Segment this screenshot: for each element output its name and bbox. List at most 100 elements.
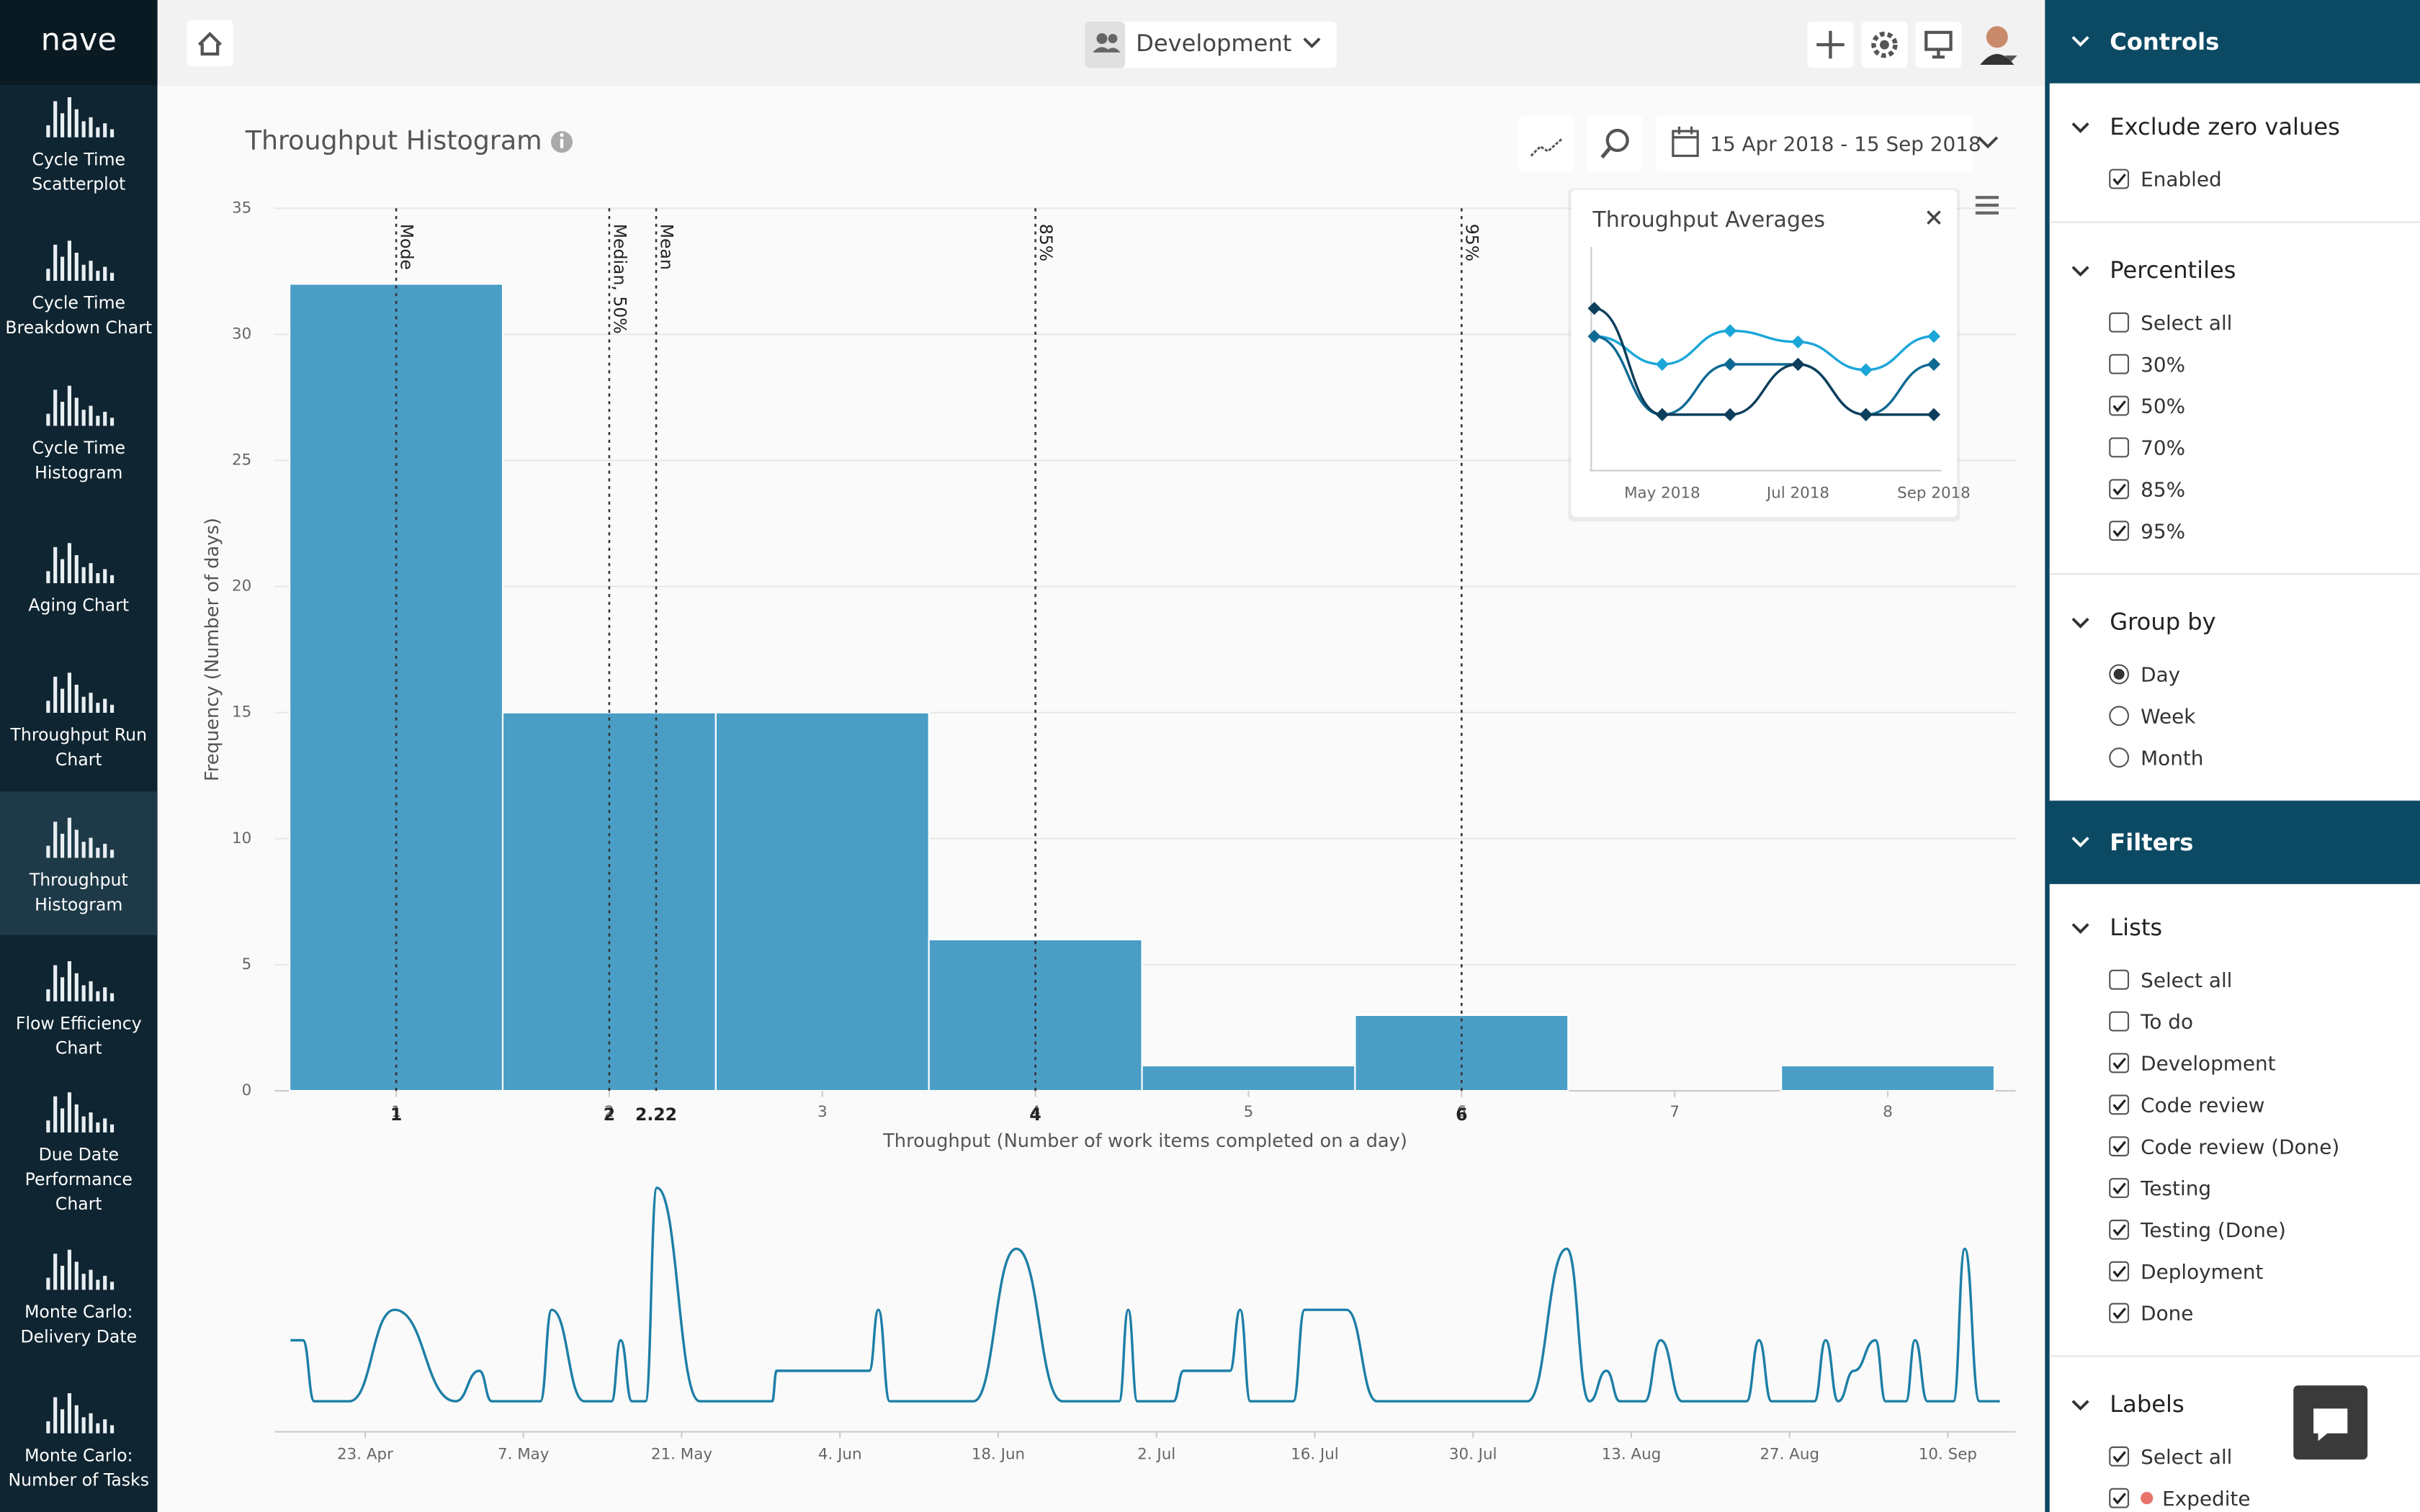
section-title[interactable]: Exclude zero values <box>2110 113 2340 140</box>
radio[interactable] <box>2109 706 2130 726</box>
display-button[interactable] <box>1915 22 1962 68</box>
team-selector[interactable] <box>1085 22 1337 68</box>
nav-label[interactable]: Scatterplot <box>32 174 125 194</box>
section-chevron[interactable] <box>2071 266 2089 277</box>
checkbox[interactable] <box>2109 1178 2130 1198</box>
popup-close[interactable] <box>1927 210 1941 225</box>
checkbox[interactable] <box>2109 1219 2130 1240</box>
date-range-picker[interactable] <box>1656 115 1999 171</box>
checkbox[interactable] <box>2109 969 2130 990</box>
x-tick-label: 7. May <box>498 1446 550 1464</box>
checkbox[interactable] <box>2109 1302 2130 1323</box>
nav-label[interactable]: Number of Tasks <box>9 1470 149 1490</box>
nav-label[interactable]: Throughput <box>29 870 128 890</box>
chart-menu[interactable] <box>1975 196 1999 215</box>
option-label[interactable]: Development <box>2141 1052 2276 1076</box>
brand[interactable]: nave <box>41 22 117 58</box>
checkbox[interactable] <box>2109 1446 2130 1467</box>
nav-label[interactable]: Throughput Run <box>10 725 148 745</box>
nav-label[interactable]: Performance <box>25 1169 133 1189</box>
checkmark <box>2112 174 2126 186</box>
x-tick-label: 27. Aug <box>1760 1446 1819 1464</box>
option-label[interactable]: 85% <box>2141 477 2185 501</box>
info-icon[interactable] <box>551 131 573 153</box>
option-label[interactable]: 95% <box>2141 519 2185 543</box>
checkbox[interactable] <box>2109 1488 2130 1508</box>
section-title[interactable]: Group by <box>2110 608 2215 636</box>
nav-label[interactable]: Monte Carlo: <box>24 1302 133 1322</box>
section-chevron[interactable] <box>2071 122 2089 133</box>
panel-title[interactable]: Filters <box>2110 829 2193 856</box>
checkbox[interactable] <box>2109 354 2130 374</box>
nav-label[interactable]: Monte Carlo: <box>24 1445 133 1465</box>
radio[interactable] <box>2109 747 2130 768</box>
user-avatar[interactable] <box>1980 26 2017 65</box>
checkbox[interactable] <box>2109 1094 2130 1115</box>
checkbox[interactable] <box>2109 437 2130 458</box>
checkbox[interactable] <box>2109 395 2130 416</box>
option-label[interactable]: Day <box>2141 663 2180 687</box>
option-label[interactable]: 70% <box>2141 436 2185 460</box>
trend-button[interactable] <box>1518 115 1574 171</box>
option-label[interactable]: 50% <box>2141 395 2185 418</box>
section-title[interactable]: Percentiles <box>2110 256 2236 284</box>
settings-button[interactable] <box>1861 22 1908 68</box>
nav-label[interactable]: Chart <box>55 1194 102 1214</box>
home-button[interactable] <box>187 19 233 67</box>
checkbox[interactable] <box>2109 1053 2130 1074</box>
checkbox[interactable] <box>2109 479 2130 500</box>
checkbox[interactable] <box>2109 312 2130 333</box>
nav-icon-bar <box>74 397 79 426</box>
option-label[interactable]: Enabled <box>2141 168 2222 192</box>
panel-chevron[interactable] <box>2071 837 2089 848</box>
nav-label[interactable]: Histogram <box>35 462 122 482</box>
panel-title[interactable]: Controls <box>2110 28 2219 55</box>
option-label[interactable]: Done <box>2141 1302 2193 1326</box>
option-label[interactable]: To do <box>2140 1010 2193 1034</box>
nav-icon-bar <box>96 847 100 858</box>
option-label[interactable]: Code review <box>2141 1093 2264 1117</box>
nav-label[interactable]: Breakdown Chart <box>5 318 152 338</box>
option-label[interactable]: Testing <box>2140 1176 2211 1200</box>
option-label[interactable]: Week <box>2141 704 2196 728</box>
option-label[interactable]: Select all <box>2141 1445 2232 1469</box>
nav-label[interactable]: Chart <box>55 1038 102 1058</box>
team-name[interactable]: Development <box>1136 30 1291 57</box>
nav-label[interactable]: Delivery Date <box>20 1326 137 1346</box>
option-label[interactable]: Testing (Done) <box>2140 1218 2286 1242</box>
checkbox[interactable] <box>2109 521 2130 541</box>
section-chevron[interactable] <box>2071 1400 2089 1411</box>
checkbox[interactable] <box>2109 1261 2130 1282</box>
nav-icon-bar <box>74 1104 79 1133</box>
bar <box>1141 1064 1356 1092</box>
nav-label[interactable]: Flow Efficiency <box>16 1013 142 1033</box>
nav-label[interactable]: Due Date <box>39 1145 119 1165</box>
nav-label[interactable]: Aging Chart <box>28 595 129 616</box>
section-title[interactable]: Labels <box>2110 1390 2184 1418</box>
date-range[interactable]: 15 Apr 2018 - 15 Sep 2018 <box>1710 132 1981 156</box>
option-label[interactable]: Expedite <box>2162 1487 2250 1511</box>
zoom-button[interactable] <box>1586 115 1642 171</box>
nav-icon-bar <box>89 563 93 583</box>
section-title[interactable]: Lists <box>2110 914 2162 941</box>
add-button[interactable] <box>1807 22 1854 68</box>
option-label[interactable]: Select all <box>2141 968 2232 992</box>
panel-chevron[interactable] <box>2071 36 2089 47</box>
checkbox[interactable] <box>2109 1011 2130 1032</box>
option-label[interactable]: Deployment <box>2141 1260 2263 1284</box>
section-chevron[interactable] <box>2071 617 2089 629</box>
checkbox[interactable] <box>2109 1136 2130 1157</box>
nav-label[interactable]: Cycle Time <box>32 438 126 458</box>
nav-label[interactable]: Cycle Time <box>32 293 126 313</box>
nav-label[interactable]: Cycle Time <box>32 149 126 169</box>
option-label[interactable]: 30% <box>2141 353 2185 377</box>
nav-label[interactable]: Chart <box>55 750 102 770</box>
option-label[interactable]: Month <box>2141 746 2203 770</box>
option-label[interactable]: Select all <box>2141 311 2232 335</box>
nav-label[interactable]: Histogram <box>35 894 122 914</box>
x-tick-label: 7 <box>1670 1103 1680 1121</box>
option-label[interactable]: Code review (Done) <box>2141 1135 2339 1158</box>
section-chevron[interactable] <box>2071 923 2089 935</box>
checkbox[interactable] <box>2109 168 2130 189</box>
